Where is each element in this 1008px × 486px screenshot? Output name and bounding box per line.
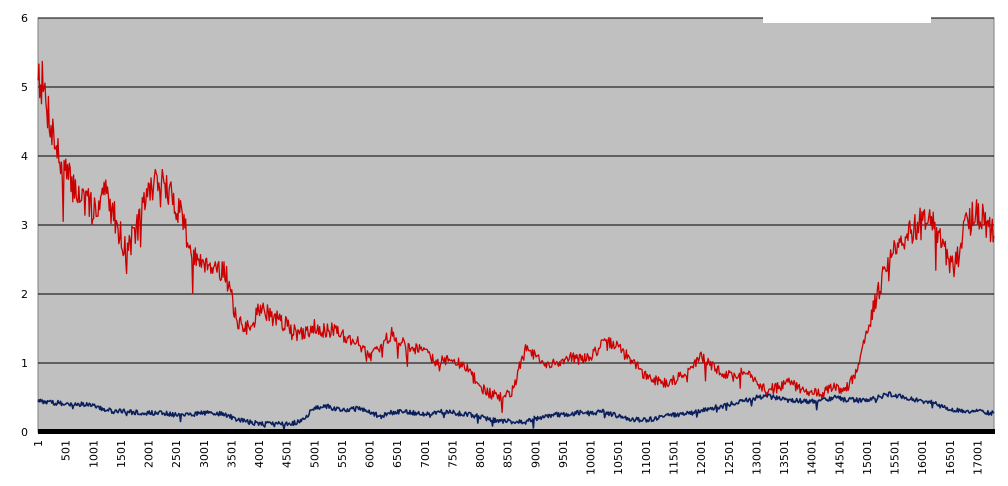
y-tick-label: 4 [21,150,28,163]
x-tick-label: 1 [32,440,45,447]
x-tick-label: 12001 [695,440,708,475]
x-tick-label: 9501 [557,440,570,468]
x-tick-label: 15501 [889,440,902,475]
x-tick-label: 4001 [253,440,266,468]
x-tick-label: 1001 [87,440,100,468]
y-tick-label: 3 [21,219,28,232]
x-tick-label: 2001 [143,440,156,468]
x-tick-label: 6501 [391,440,404,468]
x-tick-label: 7501 [446,440,459,468]
y-tick-label: 5 [21,81,28,94]
x-tick-label: 501 [60,440,73,461]
x-tick-label: 9001 [529,440,542,468]
x-tick-label: 4501 [281,440,294,468]
x-tick-label: 16501 [944,440,957,475]
x-tick-label: 14501 [833,440,846,475]
x-tick-label: 3501 [225,440,238,468]
y-tick-label: 0 [21,426,28,439]
x-axis-line [38,429,995,434]
x-tick-label: 1501 [115,440,128,468]
x-tick-label: 8501 [502,440,515,468]
x-tick-label: 10501 [612,440,625,475]
x-tick-label: 6001 [364,440,377,468]
x-tick-label: 16001 [916,440,929,475]
x-tick-label: 2501 [170,440,183,468]
x-tick-label: 13001 [750,440,763,475]
y-tick-label: 1 [21,357,28,370]
x-tick-label: 3001 [198,440,211,468]
x-tick-label: 14001 [806,440,819,475]
y-tick-label: 2 [21,288,28,301]
x-tick-label: 17001 [971,440,984,475]
x-tick-label: 13501 [778,440,791,475]
x-tick-label: 12501 [723,440,736,475]
x-tick-label: 15001 [861,440,874,475]
x-tick-label: 10001 [585,440,598,475]
x-tick-label: 5001 [308,440,321,468]
series-line-2 [37,391,995,430]
x-tick-label: 11001 [640,440,653,475]
legend [763,14,931,23]
x-tick-label: 5501 [336,440,349,468]
series-line-1 [37,60,995,414]
x-tick-label: 11501 [667,440,680,475]
y-tick-label: 6 [21,12,28,25]
x-tick-label: 7001 [419,440,432,468]
x-tick-label: 8001 [474,440,487,468]
